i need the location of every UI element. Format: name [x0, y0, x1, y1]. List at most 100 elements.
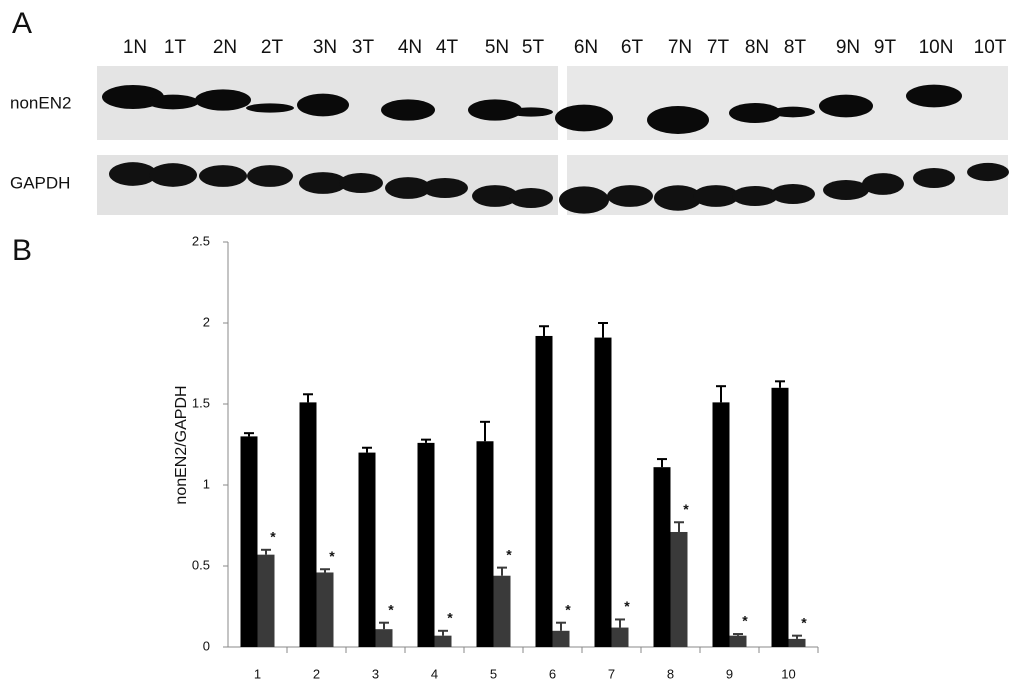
row-label: GAPDH	[10, 173, 70, 192]
band	[555, 104, 613, 132]
lane-label: 6N	[574, 37, 598, 58]
band	[422, 178, 468, 198]
x-tick-label: 5	[490, 666, 497, 681]
significance: *	[624, 598, 630, 614]
bar	[670, 531, 688, 647]
band	[967, 162, 1009, 182]
significance: *	[565, 601, 571, 617]
y-tick-label: 2.5	[192, 233, 210, 248]
x-tick-label: 4	[431, 666, 438, 681]
significance: *	[683, 501, 689, 517]
x-tick-label: 6	[549, 666, 556, 681]
significance: *	[270, 529, 276, 545]
lane-label: 8T	[784, 37, 807, 58]
band	[246, 103, 294, 113]
band	[693, 185, 739, 207]
band	[654, 185, 702, 211]
lane-label: 2N	[213, 37, 237, 58]
significance: *	[506, 546, 512, 562]
y-tick-label: 2	[203, 314, 210, 329]
band	[771, 106, 815, 118]
band	[468, 99, 522, 121]
band	[381, 99, 435, 121]
bar	[493, 575, 511, 647]
y-tick-label: 1.5	[192, 395, 210, 410]
bar	[240, 436, 258, 647]
x-tick-label: 1	[254, 666, 261, 681]
y-tick-label: 0.5	[192, 557, 210, 572]
row-label: nonEN2	[10, 93, 71, 112]
bar	[358, 452, 376, 647]
lane-label: 7N	[668, 37, 692, 58]
lane-label: 3T	[352, 37, 375, 58]
bar	[611, 627, 629, 647]
bar	[535, 335, 553, 647]
band	[147, 94, 199, 110]
lane-label: 1T	[164, 37, 187, 58]
significance: *	[447, 610, 453, 626]
x-tick-label: 2	[313, 666, 320, 681]
significance: *	[801, 614, 807, 630]
bar	[476, 441, 494, 647]
bar	[375, 629, 393, 647]
lane-label: 5T	[522, 37, 545, 58]
y-tick-label: 0	[203, 638, 210, 653]
y-tick-label: 1	[203, 476, 210, 491]
band	[195, 89, 251, 111]
bar	[434, 635, 452, 647]
lane-label: 10N	[919, 37, 954, 58]
band	[771, 184, 815, 204]
significance: *	[329, 548, 335, 564]
significance: *	[388, 601, 394, 617]
band	[509, 107, 553, 117]
x-tick-label: 8	[667, 666, 674, 681]
x-tick-label: 3	[372, 666, 379, 681]
x-tick-label: 7	[608, 666, 615, 681]
significance: *	[742, 613, 748, 629]
bar	[729, 635, 747, 647]
lane-label: 9N	[836, 37, 860, 58]
band	[199, 165, 247, 187]
lane-label: 10T	[974, 37, 1007, 58]
band	[472, 185, 518, 207]
lane-label: 5N	[485, 37, 509, 58]
x-tick-label: 9	[726, 666, 733, 681]
lane-label: 7T	[707, 37, 730, 58]
bar	[653, 467, 671, 647]
panel-label: B	[12, 234, 32, 267]
bar	[417, 442, 435, 647]
band	[299, 172, 347, 194]
band	[823, 180, 869, 200]
band	[607, 185, 653, 207]
band	[297, 93, 349, 117]
bar	[771, 387, 789, 647]
band	[913, 168, 955, 188]
band	[647, 106, 709, 134]
bar	[788, 638, 806, 647]
band	[149, 163, 197, 187]
lane-label: 4T	[436, 37, 459, 58]
band	[247, 165, 293, 187]
band	[339, 173, 383, 193]
x-tick-label: 10	[781, 666, 795, 681]
panel-label: A	[12, 7, 32, 40]
y-axis-label: nonEN2/GAPDH	[173, 385, 190, 504]
band	[729, 103, 781, 123]
band	[819, 94, 873, 118]
band	[385, 177, 431, 199]
bar	[299, 402, 317, 647]
band	[862, 173, 904, 195]
bar	[552, 630, 570, 647]
lane-label: 9T	[874, 37, 897, 58]
band	[509, 188, 553, 208]
bar	[594, 337, 612, 647]
bar	[257, 554, 275, 647]
band	[906, 84, 962, 108]
bar	[316, 572, 334, 647]
band	[732, 186, 778, 206]
bar	[712, 402, 730, 647]
band	[559, 186, 609, 214]
lane-label: 6T	[621, 37, 644, 58]
lane-label: 1N	[123, 37, 147, 58]
